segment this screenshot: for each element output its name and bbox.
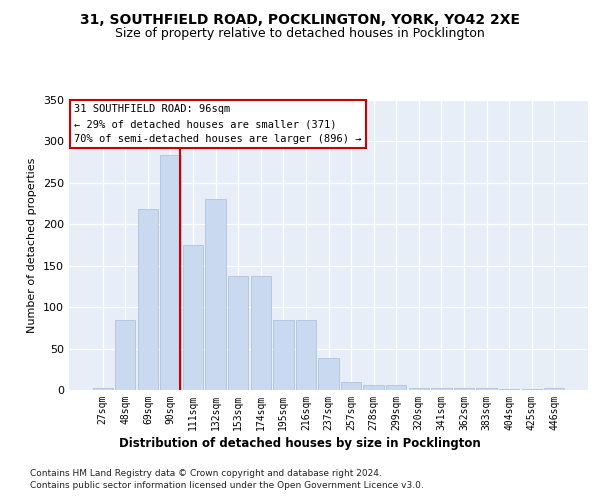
Bar <box>364 385 384 390</box>
Bar <box>521 389 542 390</box>
Y-axis label: Number of detached properties: Number of detached properties <box>28 158 37 332</box>
Bar <box>92 388 113 390</box>
Text: Distribution of detached houses by size in Pocklington: Distribution of detached houses by size … <box>119 438 481 450</box>
Text: Size of property relative to detached houses in Pocklington: Size of property relative to detached ho… <box>115 28 485 40</box>
Text: Contains HM Land Registry data © Crown copyright and database right 2024.: Contains HM Land Registry data © Crown c… <box>30 469 382 478</box>
Bar <box>273 320 293 390</box>
Bar <box>454 388 474 390</box>
Bar <box>228 276 248 390</box>
Bar <box>205 200 226 390</box>
Text: Contains public sector information licensed under the Open Government Licence v3: Contains public sector information licen… <box>30 481 424 490</box>
Bar <box>499 389 519 390</box>
Text: 31, SOUTHFIELD ROAD, POCKLINGTON, YORK, YO42 2XE: 31, SOUTHFIELD ROAD, POCKLINGTON, YORK, … <box>80 12 520 26</box>
Bar <box>183 245 203 390</box>
Bar <box>544 388 565 390</box>
Bar <box>409 388 429 390</box>
Bar <box>431 388 452 390</box>
Bar <box>251 276 271 390</box>
Bar <box>115 320 136 390</box>
Bar <box>296 320 316 390</box>
Bar <box>341 382 361 390</box>
Text: 31 SOUTHFIELD ROAD: 96sqm
← 29% of detached houses are smaller (371)
70% of semi: 31 SOUTHFIELD ROAD: 96sqm ← 29% of detac… <box>74 104 362 144</box>
Bar <box>160 154 181 390</box>
Bar <box>476 388 497 390</box>
Bar <box>386 385 406 390</box>
Bar <box>138 210 158 390</box>
Bar <box>319 358 338 390</box>
